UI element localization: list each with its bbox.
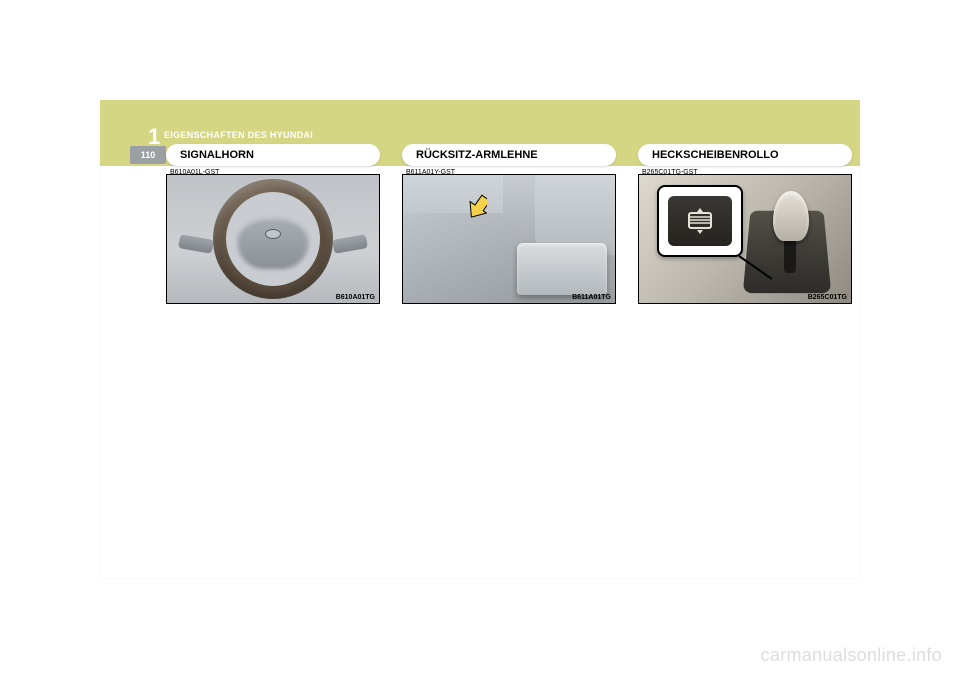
fold-down-arrow-icon (463, 191, 487, 219)
chapter-title: EIGENSCHAFTEN DES HYUNDAI (164, 130, 313, 140)
steering-wheel-spoke-right (332, 234, 368, 254)
figure-label: B611A01TG (572, 294, 611, 301)
heading-pill: RÜCKSITZ-ARMLEHNE (402, 144, 616, 166)
column-signalhorn: SIGNALHORN B610A01L-GST B610A01TG (166, 144, 392, 304)
armrest (517, 243, 607, 295)
steering-wheel-spoke-left (178, 234, 214, 254)
column-heckscheibenrollo: HECKSCHEIBENROLLO B265C01TG-GST (638, 144, 864, 304)
figure-label: B610A01TG (336, 294, 375, 301)
page-number: 110 (141, 150, 156, 160)
page-number-box: 110 (130, 146, 166, 164)
rear-blind-icon (683, 207, 717, 235)
heading-pill: HECKSCHEIBENROLLO (638, 144, 852, 166)
figure-steering-wheel: B610A01TG (166, 174, 380, 304)
heading-text: HECKSCHEIBENROLLO (652, 149, 779, 161)
figure-rear-blind-switch: B265C01TG (638, 174, 852, 304)
watermark: carmanualsonline.info (761, 645, 942, 666)
steering-wheel-hub (238, 217, 308, 267)
figure-label: B265C01TG (808, 294, 847, 301)
figure-rear-armrest: B611A01TG (402, 174, 616, 304)
heading-pill: SIGNALHORN (166, 144, 380, 166)
column-ruecksitz-armlehne: RÜCKSITZ-ARMLEHNE B611A01Y-GST B611A01TG (402, 144, 628, 304)
seat-cushion-left (403, 213, 513, 303)
manual-page: 1 EIGENSCHAFTEN DES HYUNDAI 110 SIGNALHO… (100, 100, 860, 578)
heading-text: RÜCKSITZ-ARMLEHNE (416, 149, 538, 161)
hyundai-logo-icon (265, 229, 281, 239)
heading-text: SIGNALHORN (180, 149, 254, 161)
switch-callout (657, 185, 743, 257)
switch-button (668, 196, 732, 246)
